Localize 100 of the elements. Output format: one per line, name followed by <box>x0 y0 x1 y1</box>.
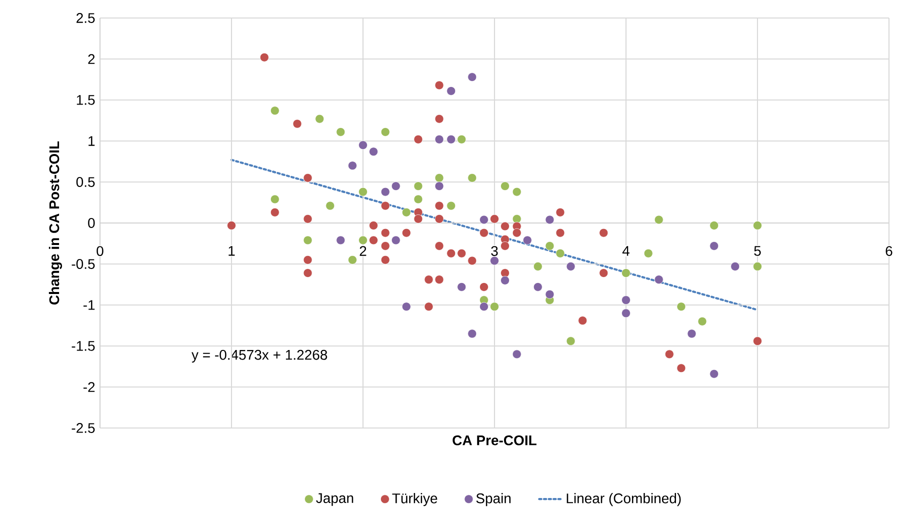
point <box>599 228 608 238</box>
point <box>402 302 411 312</box>
point <box>664 350 674 359</box>
point <box>380 255 390 264</box>
point <box>380 187 390 196</box>
point <box>457 282 466 292</box>
point <box>468 256 477 266</box>
point <box>380 128 390 136</box>
point <box>457 248 466 258</box>
point <box>753 262 762 271</box>
y-tick-label: -1.5 <box>72 341 95 351</box>
point <box>446 134 456 144</box>
point <box>556 248 565 258</box>
point <box>380 201 390 210</box>
y-tick-label: 2 <box>88 54 95 64</box>
point <box>545 290 554 299</box>
point <box>348 161 357 170</box>
point <box>369 236 378 245</box>
legend-label: Türkiye <box>392 493 438 506</box>
point <box>446 86 456 96</box>
point <box>654 215 664 224</box>
point <box>710 220 719 230</box>
point <box>545 241 554 250</box>
point <box>434 134 444 144</box>
y-tick-label: 1 <box>88 136 95 146</box>
point <box>402 228 411 238</box>
point <box>490 256 499 266</box>
point <box>369 220 378 230</box>
point <box>414 182 423 191</box>
point <box>500 276 510 285</box>
point <box>446 201 456 210</box>
point <box>480 228 488 238</box>
point <box>336 236 346 245</box>
point <box>446 248 456 258</box>
point <box>434 214 444 224</box>
point <box>622 296 630 305</box>
point <box>315 114 324 124</box>
point <box>358 187 368 196</box>
point <box>391 182 400 191</box>
x-tick-label: 5 <box>754 246 761 256</box>
y-tick-label: 0 <box>88 218 95 228</box>
point <box>533 262 542 271</box>
point <box>566 262 576 271</box>
point <box>348 255 357 264</box>
point <box>227 220 236 230</box>
point <box>402 208 411 217</box>
point <box>676 302 686 312</box>
point <box>480 215 488 224</box>
point <box>500 222 510 231</box>
point <box>522 236 532 245</box>
y-tick-label: 2.5 <box>76 13 95 23</box>
point <box>599 268 608 278</box>
point <box>358 140 368 150</box>
point <box>676 364 686 373</box>
point <box>380 228 390 238</box>
point <box>414 194 423 204</box>
legend-label: Japan <box>316 493 354 506</box>
x-tick-label: 4 <box>622 246 630 256</box>
point <box>270 208 280 217</box>
point <box>391 236 400 245</box>
point <box>753 336 762 346</box>
x-tick-label: 3 <box>491 246 498 256</box>
point <box>512 228 522 238</box>
point <box>730 262 740 271</box>
point <box>480 282 488 292</box>
y-tick-label: -1 <box>83 300 95 310</box>
point <box>480 302 488 312</box>
point <box>533 282 542 292</box>
y-tick-label: -2 <box>83 382 95 392</box>
point <box>644 248 653 258</box>
point <box>500 241 510 250</box>
point <box>622 308 630 318</box>
point <box>434 241 444 250</box>
point <box>654 275 664 284</box>
point <box>303 214 312 224</box>
point <box>753 220 762 230</box>
point <box>369 147 378 156</box>
x-tick-label: 0 <box>96 246 104 256</box>
point <box>380 241 390 250</box>
point <box>414 134 423 144</box>
point <box>424 275 434 284</box>
point <box>687 329 696 338</box>
point <box>336 128 346 136</box>
x-tick-label: 1 <box>228 246 235 256</box>
point <box>545 215 554 224</box>
point <box>270 106 280 116</box>
y-tick-label: 1.5 <box>76 95 95 105</box>
point <box>468 173 477 182</box>
point <box>500 182 510 191</box>
y-axis-title: Change in CA Post-COIL <box>48 141 62 304</box>
point <box>512 214 522 224</box>
x-axis-title: CA Pre-COIL <box>452 435 536 446</box>
y-tick-label: -2.5 <box>72 423 95 433</box>
point <box>710 241 719 250</box>
point <box>303 173 312 182</box>
x-tick-label: 2 <box>360 246 366 256</box>
point <box>434 80 444 90</box>
point <box>468 72 477 82</box>
point <box>434 173 444 182</box>
point <box>556 208 565 217</box>
